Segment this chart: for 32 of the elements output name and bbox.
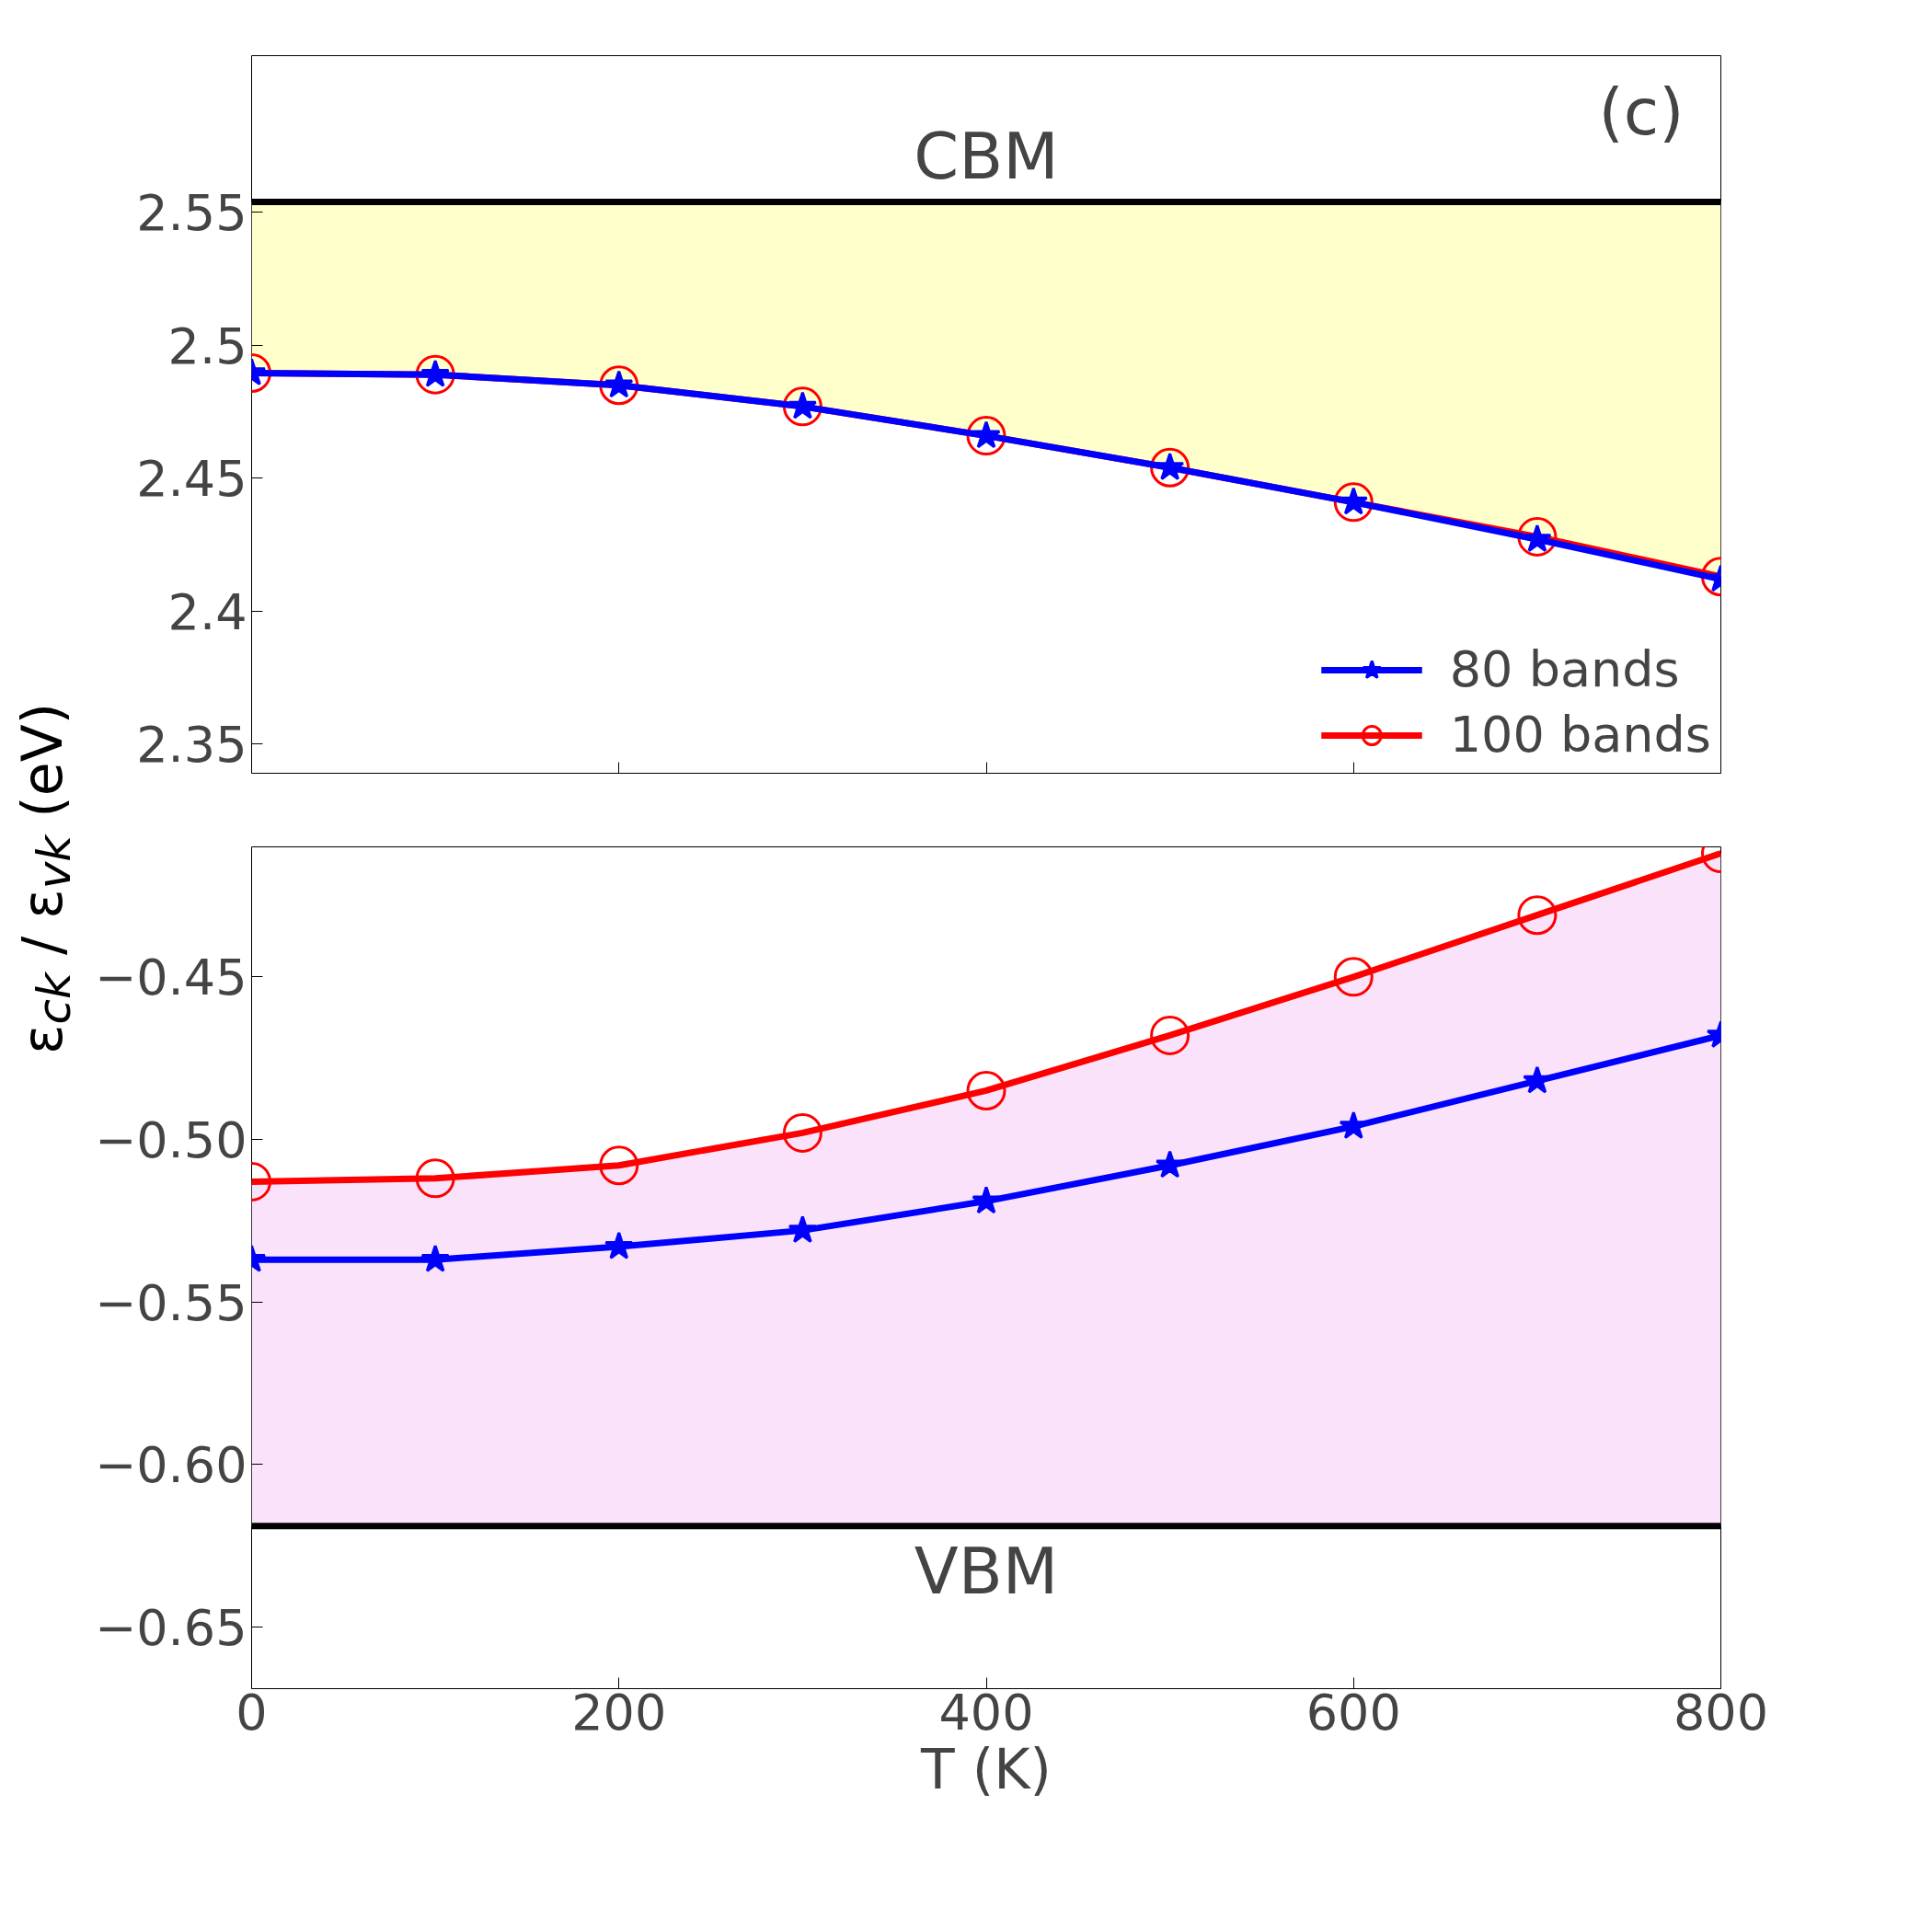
y-tick-label: −0.65 — [95, 1598, 247, 1657]
x-tick-label: 200 — [571, 1683, 667, 1742]
point — [1523, 1065, 1552, 1094]
point — [604, 1231, 634, 1259]
x-tick-label: 600 — [1305, 1683, 1401, 1742]
point — [782, 1112, 822, 1153]
y-tick-label: −0.55 — [95, 1273, 247, 1332]
y-tick-label: −0.60 — [95, 1436, 247, 1495]
y-tick-label: 2.55 — [136, 184, 247, 243]
annotation: (c) — [1598, 74, 1685, 150]
y-tick-label: 2.45 — [136, 450, 247, 509]
point — [1333, 957, 1374, 997]
point — [415, 1158, 455, 1199]
point — [420, 1244, 450, 1272]
y-tick-label: −0.50 — [95, 1110, 247, 1169]
legend-label: 80 bands — [1449, 640, 1680, 698]
point — [972, 1186, 1001, 1214]
point — [599, 1145, 639, 1186]
ref-line-label: VBM — [914, 1533, 1059, 1609]
y-tick-label: −0.45 — [95, 949, 247, 1007]
point — [1517, 895, 1558, 936]
legend-label: 100 bands — [1449, 706, 1711, 764]
point — [788, 1214, 818, 1244]
point — [1155, 1150, 1185, 1179]
point — [1150, 1015, 1190, 1055]
x-tick-label: 0 — [236, 1683, 268, 1742]
y-tick-label: 2.35 — [136, 716, 247, 775]
y-tick-label: 2.5 — [167, 316, 247, 375]
x-tick-label: 800 — [1673, 1683, 1769, 1742]
y-tick-label: 2.4 — [167, 582, 247, 641]
point — [966, 1071, 1006, 1110]
ref-line-label: CBM — [914, 119, 1059, 195]
